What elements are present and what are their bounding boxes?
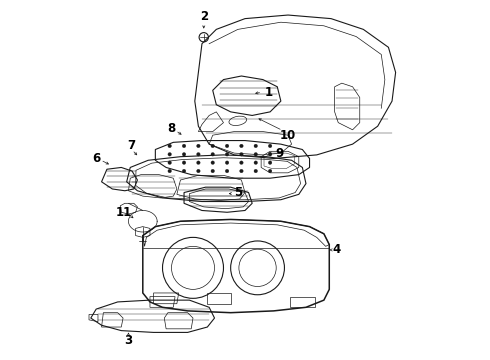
Text: 6: 6 xyxy=(92,152,100,165)
Circle shape xyxy=(225,144,229,148)
Text: 1: 1 xyxy=(264,86,272,99)
Circle shape xyxy=(254,161,258,165)
Circle shape xyxy=(182,161,186,165)
Circle shape xyxy=(196,153,200,156)
Circle shape xyxy=(211,169,215,173)
Circle shape xyxy=(168,144,172,148)
Circle shape xyxy=(240,144,243,148)
Circle shape xyxy=(269,144,272,148)
Circle shape xyxy=(168,153,172,156)
Circle shape xyxy=(254,169,258,173)
Circle shape xyxy=(168,161,172,165)
Circle shape xyxy=(240,169,243,173)
Circle shape xyxy=(225,161,229,165)
Circle shape xyxy=(254,153,258,156)
Circle shape xyxy=(196,161,200,165)
Text: 11: 11 xyxy=(116,206,132,219)
Circle shape xyxy=(211,153,215,156)
Circle shape xyxy=(168,169,172,173)
Circle shape xyxy=(269,153,272,156)
Text: 8: 8 xyxy=(168,122,175,135)
Circle shape xyxy=(240,153,243,156)
Circle shape xyxy=(182,153,186,156)
Circle shape xyxy=(225,153,229,156)
Circle shape xyxy=(269,169,272,173)
Text: 2: 2 xyxy=(200,10,208,23)
Circle shape xyxy=(182,169,186,173)
Circle shape xyxy=(269,161,272,165)
Circle shape xyxy=(182,144,186,148)
Circle shape xyxy=(254,144,258,148)
Text: 9: 9 xyxy=(275,147,283,159)
Circle shape xyxy=(211,144,215,148)
Circle shape xyxy=(240,161,243,165)
Circle shape xyxy=(196,144,200,148)
Text: 7: 7 xyxy=(127,139,135,152)
Circle shape xyxy=(196,169,200,173)
Text: 5: 5 xyxy=(234,186,243,199)
Text: 10: 10 xyxy=(280,129,296,142)
Circle shape xyxy=(225,169,229,173)
Circle shape xyxy=(211,161,215,165)
Text: 4: 4 xyxy=(332,243,341,256)
Text: 3: 3 xyxy=(124,334,132,347)
